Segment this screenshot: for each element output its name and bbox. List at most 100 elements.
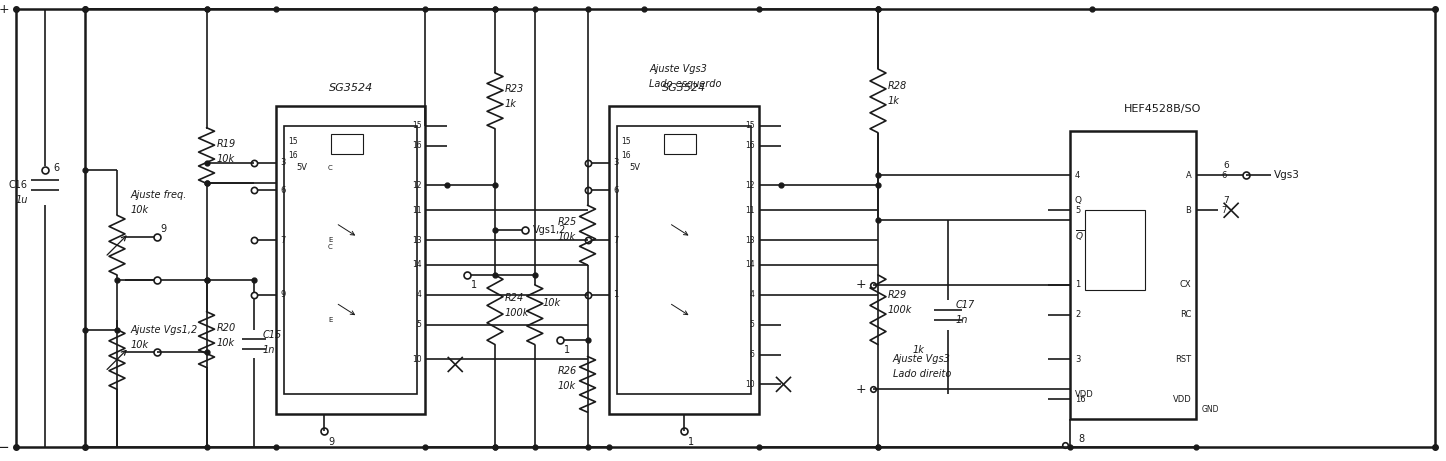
Text: A: A [1186,171,1192,180]
Text: 3: 3 [281,158,285,167]
Text: 4: 4 [1074,171,1080,180]
Text: 5: 5 [1074,206,1080,215]
Text: 1: 1 [613,290,619,299]
Text: Ajuste Vgs3: Ajuste Vgs3 [649,64,707,74]
Text: 5: 5 [750,320,755,329]
Text: 10: 10 [745,380,755,389]
Text: 16: 16 [288,151,298,160]
Text: SG3524: SG3524 [328,83,373,93]
Text: CX: CX [1180,280,1192,290]
Text: 10k: 10k [217,337,234,348]
Text: 6: 6 [1222,171,1226,180]
Bar [1070,131,1196,419]
Text: R23: R23 [505,84,525,94]
Text: C16: C16 [9,180,27,190]
Text: 10: 10 [412,355,421,364]
Text: R26: R26 [558,366,577,377]
Text: R20: R20 [217,323,236,333]
Text: 10k: 10k [558,381,576,391]
Text: 4: 4 [416,290,421,299]
Text: 9: 9 [161,224,166,234]
Text: 1n: 1n [956,315,967,325]
Text: 10k: 10k [558,232,576,242]
Text: 6: 6 [54,164,59,173]
Text: 5V: 5V [296,163,307,172]
Text: 10k: 10k [217,154,234,164]
Text: 2: 2 [1074,310,1080,319]
Text: 14: 14 [412,260,421,270]
Text: 1k: 1k [912,344,924,355]
Text: 16: 16 [1074,395,1086,404]
Text: VDD: VDD [1074,390,1093,399]
Text: 1n: 1n [262,344,275,355]
Text: $\overline{Q}$: $\overline{Q}$ [1074,228,1084,242]
Text: Vgs1,2: Vgs1,2 [532,225,567,235]
Text: R29: R29 [888,290,907,300]
Text: B: B [1186,206,1192,215]
Text: 3: 3 [613,158,619,167]
Text: 15: 15 [622,137,630,146]
Text: 14: 14 [745,260,755,270]
Text: Ajuste Vgs1,2: Ajuste Vgs1,2 [132,325,198,335]
Text: Vgs3: Vgs3 [1274,171,1300,180]
Text: 7: 7 [281,236,285,245]
Text: 16: 16 [412,141,421,150]
Text: VDD: VDD [1173,395,1192,404]
Text: HEF4528B/SO: HEF4528B/SO [1125,104,1202,114]
Text: 6: 6 [613,186,619,195]
Text: 3: 3 [1074,355,1080,364]
Text: R25: R25 [558,217,577,227]
Text: 15: 15 [288,137,298,146]
Text: SG3524: SG3524 [662,83,706,93]
Text: RC: RC [1180,310,1192,319]
Text: RE: RE [341,139,353,148]
Text: 6: 6 [281,186,285,195]
Text: 6: 6 [750,350,755,359]
Text: 15: 15 [412,121,421,130]
Text: Q: Q [1074,196,1082,205]
Text: +: + [856,383,866,396]
Text: E: E [328,317,333,323]
Text: 15: 15 [745,121,755,130]
Bar [331,134,363,154]
Text: 1k: 1k [888,96,899,106]
Text: 11: 11 [745,206,755,215]
Bar [617,126,750,394]
Text: 7: 7 [613,236,619,245]
Text: GND: GND [1202,405,1219,414]
Text: 9: 9 [281,290,285,299]
Text: 7: 7 [1222,206,1226,215]
Text: 4: 4 [750,290,755,299]
Text: 1k: 1k [505,99,516,109]
Text: 12: 12 [412,181,421,190]
Text: 1: 1 [688,437,694,447]
Text: 7: 7 [1223,196,1229,205]
Text: 8: 8 [1077,434,1084,444]
Text: R19: R19 [217,139,236,148]
Text: Ajuste Vgs3: Ajuste Vgs3 [894,355,951,365]
Text: Ajuste freq.: Ajuste freq. [132,190,188,201]
Text: −: − [0,439,10,455]
Text: C15: C15 [262,330,282,340]
Bar [664,134,696,154]
Text: 12: 12 [745,181,755,190]
Text: Lado direito: Lado direito [894,369,951,379]
Text: 9: 9 [328,437,334,447]
Text: Lado esquerdo: Lado esquerdo [649,79,722,89]
Text: 100k: 100k [505,308,529,318]
Text: 1: 1 [1074,280,1080,290]
Text: RST: RST [1176,355,1192,364]
Text: 11: 11 [412,206,421,215]
Text: 16: 16 [622,151,630,160]
Text: C17: C17 [956,300,975,310]
Bar [276,106,425,414]
Text: R28: R28 [888,81,907,91]
Text: 5: 5 [416,320,421,329]
Text: R24: R24 [505,293,525,303]
Text: 1: 1 [564,344,570,355]
Bar [283,126,418,394]
Text: 5V: 5V [629,163,641,172]
Bar [609,106,759,414]
Text: 13: 13 [412,236,421,245]
Text: 100k: 100k [888,305,912,315]
